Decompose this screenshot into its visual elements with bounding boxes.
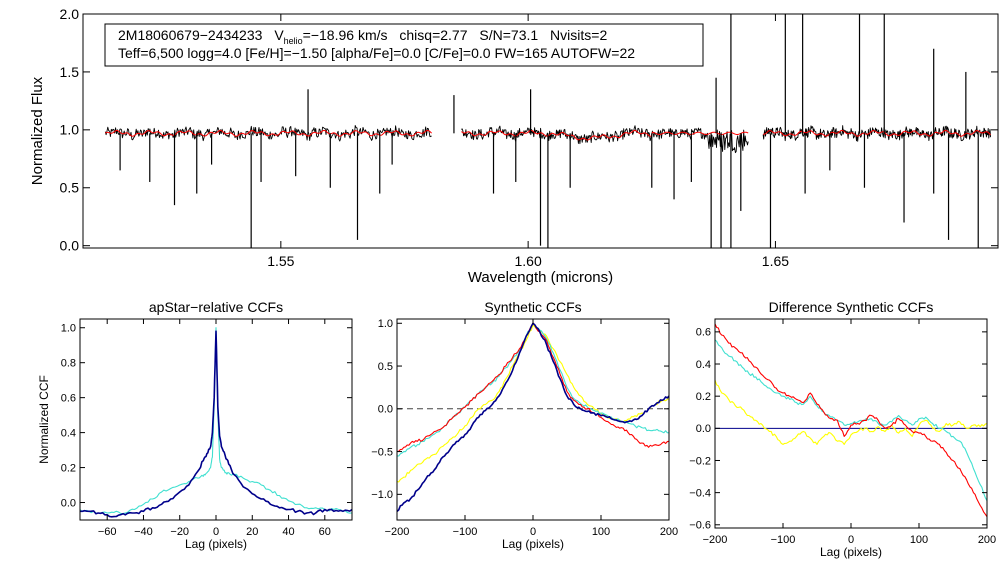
spectrum-ytick-label: 0.5 <box>60 180 80 196</box>
spectrum-observed-line <box>104 125 432 142</box>
difference_ccf-yellow-line <box>715 379 987 445</box>
apstar_ccf-axes: −60 −40 −20 0 20 40 60 0.0 0.2 0.4 0.6 0.8 1.0 Lag (p… <box>37 299 353 551</box>
difference_ccf-xtick-label: 100 <box>910 534 928 546</box>
apstar_ccf-xtick-label: −20 <box>170 526 189 538</box>
synthetic_ccf-xtick-label: −200 <box>385 526 410 538</box>
difference_ccf-ytick-label: 0.4 <box>696 359 711 371</box>
apstar_ccf-ytick-label: 0.0 <box>61 497 76 509</box>
difference_ccf-series <box>715 323 987 518</box>
spectrum-xlabel: Wavelength (microns) <box>468 269 613 286</box>
spectrum-observed-line <box>762 125 992 142</box>
apstar_ccf-series <box>80 327 352 518</box>
spectrum-xtick-label: 1.65 <box>762 253 789 269</box>
difference_ccf-xtick-label: 200 <box>978 534 996 546</box>
annotation-vhelio-value: =−18.96 km/s <box>303 27 388 43</box>
apstar_ccf-xtick-label: 20 <box>246 526 258 538</box>
difference_ccf-ytick-label: −0.2 <box>689 455 711 467</box>
difference_ccf-red-line <box>715 323 987 518</box>
synthetic_ccf-xtick-label: 100 <box>592 526 610 538</box>
annotation-nvisits: Nvisits=2 <box>550 27 607 43</box>
apstar_ccf-title: apStar−relative CCFs <box>149 299 283 315</box>
synthetic_ccf-blue-line <box>397 322 669 512</box>
difference_ccf-ytick-label: 0.6 <box>696 327 711 339</box>
synthetic_ccf-xtick-label: −100 <box>453 526 478 538</box>
spectrum-axes: 1.55 1.60 1.65 0.0 0.5 1.0 1.5 2.0 Wavelength (m… <box>29 6 999 286</box>
spectrum-ytick-label: 0.0 <box>60 238 80 254</box>
apstar_ccf-visit-line <box>80 327 352 515</box>
synthetic_ccf-xlabel: Lag (pixels) <box>502 537 564 551</box>
synthetic_ccf-ytick-label: −0.5 <box>371 446 393 458</box>
spectrum-observed-line <box>461 125 749 154</box>
svg-text:2M18060679−2434233 Vheli: 2M18060679−2434233 Vhelio=−18.96 km/s ch… <box>118 27 607 46</box>
difference_ccf-axes: −200 −100 0 100 200 −0.6 −0.4 −0.2 0.0 0.2 0.4 0.6 L… <box>689 299 996 559</box>
apstar_ccf-ylabel: Normalized CCF <box>37 375 51 464</box>
synthetic_ccf-series <box>397 322 669 512</box>
synthetic_ccf-yellow-line <box>397 324 669 483</box>
spectrum-ylabel: Normalized Flux <box>29 76 46 185</box>
difference_ccf-title: Difference Synthetic CCFs <box>769 299 934 315</box>
apstar_ccf-ytick-label: 0.2 <box>61 462 76 474</box>
apstar_ccf-ytick-label: 0.6 <box>61 393 76 405</box>
annotation-chisq: chisq=2.77 <box>399 27 467 43</box>
annotation-snr: S/N=73.1 <box>479 27 538 43</box>
synthetic_ccf-ytick-label: 0.5 <box>378 361 393 373</box>
apstar_ccf-xtick-label: −40 <box>134 526 153 538</box>
apstar_ccf-ytick-label: 0.4 <box>61 427 76 439</box>
synthetic_ccf-ytick-label: 1.0 <box>378 318 393 330</box>
spectrum-xtick-label: 1.60 <box>515 253 542 269</box>
synthetic_ccf-xtick-label: 0 <box>530 526 536 538</box>
apstar_ccf-xtick-label: 60 <box>319 526 331 538</box>
apstar_ccf-xtick-label: 0 <box>213 526 219 538</box>
apstar_ccf-ytick-label: 0.8 <box>61 358 76 370</box>
spectrum-ytick-label: 2.0 <box>60 6 80 22</box>
apstar_ccf-combined-line <box>80 330 352 518</box>
spectrum-series <box>104 14 992 248</box>
difference_ccf-xtick-label: 0 <box>848 534 854 546</box>
apstar_ccf-xlabel: Lag (pixels) <box>185 537 247 551</box>
spectrum-ytick-label: 1.5 <box>60 64 80 80</box>
difference_ccf-xtick-label: −100 <box>771 534 796 546</box>
synthetic_ccf-ytick-label: −1.0 <box>371 489 393 501</box>
apstar_ccf-ytick-label: 1.0 <box>61 323 76 335</box>
annotation-vhelio-sub: helio <box>284 36 303 46</box>
synthetic_ccf-title: Synthetic CCFs <box>484 299 581 315</box>
difference_ccf-ytick-label: −0.6 <box>689 520 711 532</box>
apstar_ccf-xtick-label: −60 <box>98 526 117 538</box>
annotation-vhelio-prefix: V <box>274 27 284 43</box>
annotation-object: 2M18060679−2434233 <box>118 27 263 43</box>
spectrum-annotation: 2M18060679−2434233 Vhelio=−18.96 km/s ch… <box>104 23 704 67</box>
apstar_ccf-xtick-label: 40 <box>282 526 294 538</box>
synthetic_ccf-ytick-label: 0.0 <box>378 404 393 416</box>
spectrum-model-line <box>105 129 433 137</box>
difference_ccf-ytick-label: 0.0 <box>696 423 711 435</box>
difference_ccf-cyan-line <box>715 339 987 501</box>
spectrum-ytick-label: 1.0 <box>60 122 80 138</box>
synthetic_ccf-cyan-line <box>397 322 669 457</box>
spectrum-model-line <box>461 129 749 141</box>
annotation-line2: Teff=6,500 logg=4.0 [Fe/H]=−1.50 [alpha/… <box>118 45 635 61</box>
difference_ccf-ytick-label: −0.4 <box>689 487 711 499</box>
difference_ccf-xlabel: Lag (pixels) <box>820 545 882 559</box>
spectrum-xtick-label: 1.55 <box>267 253 294 269</box>
spectrum-frame <box>82 13 999 249</box>
difference_ccf-ytick-label: 0.2 <box>696 391 711 403</box>
synthetic_ccf-axes: −200 −100 0 100 200 −1.0 −0.5 0.0 0.5 1.0 Lag (pix… <box>371 299 678 551</box>
synthetic_ccf-xtick-label: 200 <box>660 526 678 538</box>
spectrum-model-line <box>763 129 991 137</box>
difference_ccf-xtick-label: −200 <box>703 534 728 546</box>
